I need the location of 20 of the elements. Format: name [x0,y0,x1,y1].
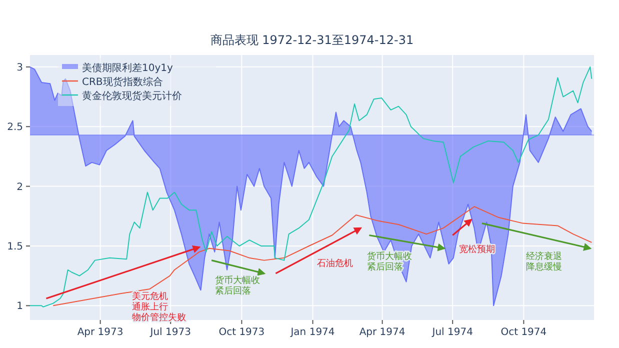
legend-label: CRB现货指数综合 [82,76,163,88]
x-tick-label: Jul 1974 [431,327,473,338]
legend-label: 美债期限利差10y1y [82,62,174,74]
annotation: 经济衰退降息缓慢 [526,251,562,272]
x-tick-label: Apr 1974 [359,327,406,338]
y-tick-label: 1 [16,301,23,312]
y-tick-label: 1.5 [7,241,23,252]
x-tick-label: Oct 1973 [218,327,265,338]
y-tick-label: 2 [16,182,23,193]
y-tick-label: 2.5 [7,122,23,134]
x-tick-label: Jan 1974 [290,327,335,338]
annotation: 美元危机通胀上行物价管控失败 [132,291,186,323]
x-tick-label: Oct 1974 [500,327,547,338]
x-tick-label: Jul 1973 [149,327,191,338]
annotation: 货币大幅收紧后回落 [215,275,260,296]
annotation: 石油危机 [317,258,353,269]
legend-label: 黄金伦敦现货美元计价 [82,90,182,102]
chart-title: 商品表现 1972-12-31至1974-12-31 [210,33,414,47]
x-tick-label: Apr 1973 [77,327,124,338]
y-tick-label: 3 [16,62,23,74]
